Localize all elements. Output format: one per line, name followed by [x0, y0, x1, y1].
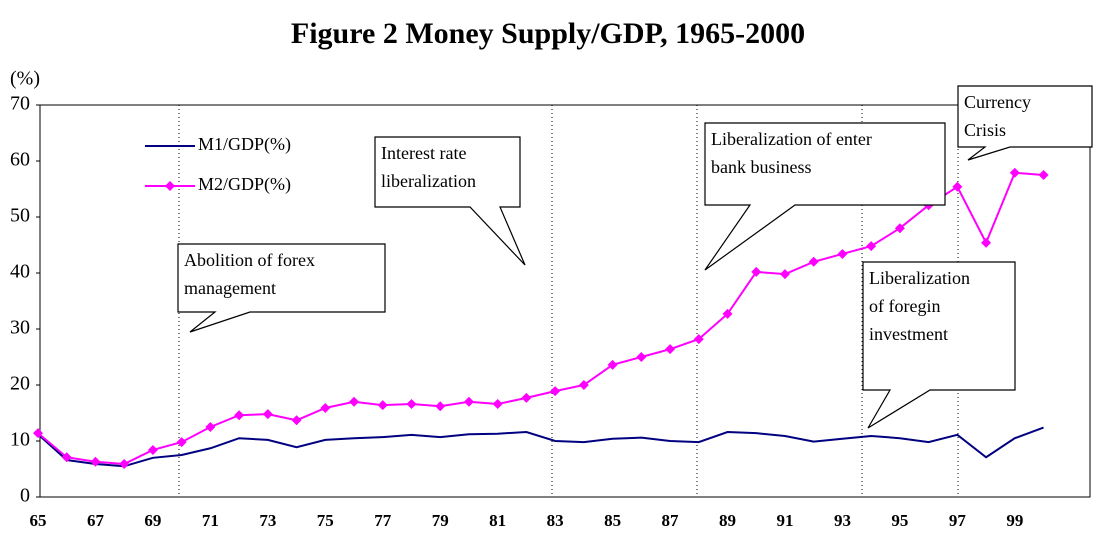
legend-label: M1/GDP(%): [198, 134, 291, 155]
x-tick-label: 93: [834, 511, 851, 530]
marker: [377, 400, 388, 411]
callout: [957, 85, 1093, 161]
annotation-text: of foregin: [869, 296, 940, 316]
marker: [492, 399, 503, 410]
annotation-text: Currency: [964, 92, 1031, 112]
annotation-text: Abolition of forex: [184, 250, 315, 270]
chart-title: Figure 2 Money Supply/GDP, 1965-2000: [291, 17, 805, 50]
x-tick-label: 85: [604, 511, 621, 530]
x-tick-label: 65: [30, 511, 47, 530]
marker: [119, 458, 130, 469]
callout: [374, 136, 526, 266]
annotation-text: investment: [869, 324, 948, 344]
marker: [636, 352, 647, 362]
annotation-text: bank business: [711, 157, 812, 177]
marker: [406, 399, 417, 410]
annotation-text: Liberalization of enter: [711, 129, 872, 149]
annotation-text: Liberalization: [869, 268, 970, 288]
y-unit: (%): [10, 68, 40, 90]
marker: [147, 444, 158, 455]
callout: [862, 261, 1016, 429]
y-tick-label: 0: [20, 485, 30, 507]
x-tick-label: 83: [547, 511, 564, 530]
annotation-text: liberalization: [381, 171, 476, 191]
marker: [205, 422, 216, 432]
y-tick-label: 40: [10, 261, 30, 283]
marker: [578, 380, 589, 390]
annotation-text: Crisis: [964, 120, 1006, 140]
x-tick-label: 73: [259, 511, 276, 530]
marker: [176, 437, 187, 448]
x-tick-label: 97: [949, 511, 967, 530]
series-line: [37, 171, 1044, 465]
x-tick-label: 91: [776, 511, 793, 530]
x-tick-label: 87: [662, 511, 680, 530]
y-tick-label: 50: [10, 205, 30, 227]
marker: [866, 241, 877, 252]
marker: [262, 409, 273, 420]
marker: [291, 415, 302, 426]
x-tick-label: 89: [719, 511, 736, 530]
marker: [90, 456, 101, 467]
x-tick-label: 69: [144, 511, 161, 530]
y-tick-label: 60: [10, 149, 30, 171]
marker: [837, 248, 848, 259]
x-tick-label: 81: [489, 511, 506, 530]
legend-marker: [165, 181, 175, 191]
series-line: [37, 426, 1044, 468]
marker: [1038, 170, 1049, 180]
marker: [779, 269, 790, 280]
x-tick-label: 67: [87, 511, 105, 530]
y-tick-label: 30: [10, 317, 30, 339]
marker: [665, 344, 676, 355]
marker: [234, 410, 245, 421]
marker: [521, 392, 532, 403]
x-tick-label: 99: [1006, 511, 1023, 530]
marker: [463, 396, 474, 407]
marker: [320, 402, 331, 413]
annotation-text: Interest rate: [381, 143, 466, 163]
marker: [722, 308, 733, 319]
callout: [177, 243, 386, 333]
marker: [894, 223, 905, 234]
y-tick-label: 70: [10, 93, 30, 115]
marker: [808, 256, 819, 267]
marker: [61, 452, 72, 463]
marker: [33, 428, 43, 439]
marker: [435, 401, 446, 412]
marker: [1009, 167, 1020, 178]
marker: [349, 396, 360, 407]
marker: [751, 266, 762, 277]
x-tick-label: 77: [374, 511, 392, 530]
y-tick-label: 10: [10, 429, 30, 451]
legend-label: M2/GDP(%): [198, 174, 291, 195]
marker: [607, 359, 618, 370]
plot-frame: [39, 104, 1091, 498]
y-tick-label: 20: [10, 373, 30, 395]
x-tick-label: 71: [202, 511, 219, 530]
x-tick-label: 79: [432, 511, 449, 530]
marker: [952, 181, 963, 192]
x-tick-label: 95: [891, 511, 908, 530]
marker: [981, 237, 992, 248]
callout: [704, 122, 946, 271]
x-tick-label: 75: [317, 511, 334, 530]
annotation-text: management: [184, 278, 276, 298]
marker: [550, 386, 561, 397]
marker: [693, 334, 704, 345]
